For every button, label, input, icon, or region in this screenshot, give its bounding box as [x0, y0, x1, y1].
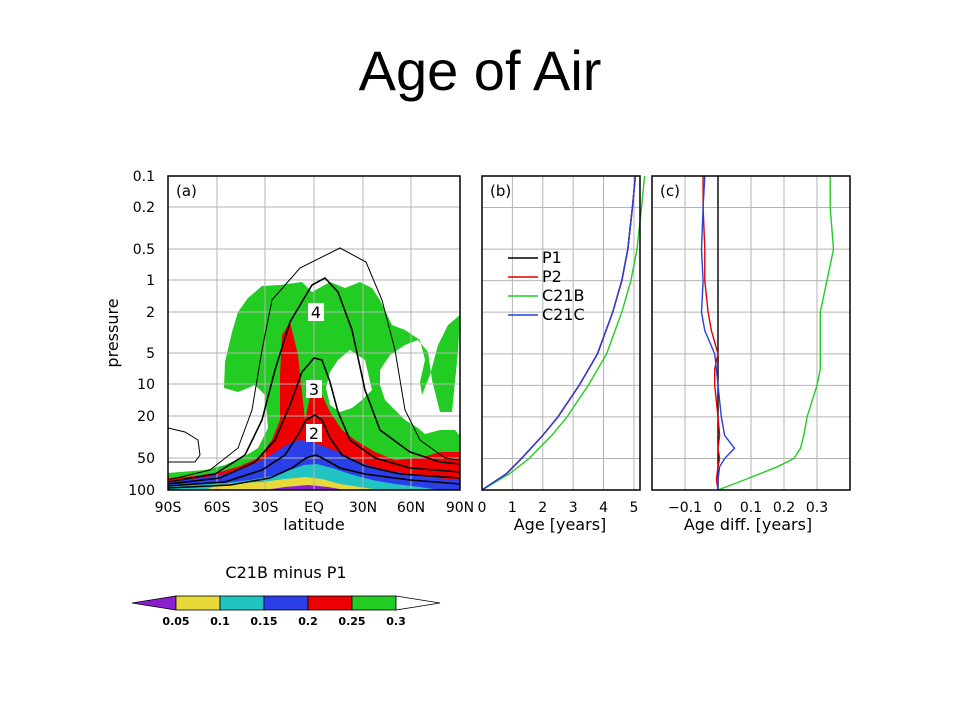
colorbar-swatch-green — [351, 595, 397, 611]
panel-c-frame — [651, 175, 851, 491]
colorbar-tick-label: 0.2 — [298, 615, 318, 628]
colorbar-swatch-blue — [263, 595, 309, 611]
colorbar-swatch-cyan — [219, 595, 265, 611]
series-line-c21c — [700, 175, 736, 490]
colorbar-swatch-yellow — [175, 595, 221, 611]
panel-b-label: (b) — [490, 182, 511, 200]
x-tick-label: 60N — [397, 500, 425, 516]
x-tick-label: 0.1 — [740, 500, 762, 516]
x-tick-label: 30N — [349, 500, 377, 516]
colorbar: C21B minus P1 0.05 0.1 0.15 0.2 0.25 0.3 — [131, 563, 441, 628]
y-tick-label: 2 — [146, 305, 155, 321]
contour-label-box-2 — [306, 424, 322, 442]
panel-c-label: (c) — [660, 182, 680, 200]
contour-line-5 — [168, 247, 460, 481]
panel-a-x-ticks: 90S 60S 30S EQ 30N 60N 90N — [155, 500, 475, 516]
x-tick-label: 0.3 — [806, 500, 828, 516]
region-0.05 — [265, 485, 345, 490]
contour-label-3: 3 — [309, 380, 319, 399]
x-tick-label: 0.2 — [773, 500, 795, 516]
panel-a-y-axis-label: pressure — [103, 298, 122, 367]
panel-b-frame — [481, 175, 641, 491]
colorbar-swatch-red — [307, 595, 353, 611]
series-line-c21b — [717, 176, 835, 491]
colorbar-tick-label: 0.15 — [250, 615, 277, 628]
x-tick-label: 1 — [508, 500, 517, 516]
series-line-p2 — [702, 176, 721, 491]
panel-c-lines — [700, 175, 835, 491]
y-tick-label: 20 — [137, 409, 155, 425]
y-tick-label: 100 — [128, 483, 155, 499]
y-tick-label: 10 — [137, 377, 155, 393]
colorbar-tick-label: 0.05 — [162, 615, 189, 628]
x-tick-label: EQ — [304, 500, 324, 516]
panel-a-label: (a) — [176, 182, 197, 200]
series-line-c21b — [481, 175, 646, 491]
y-tick-label: 1 — [146, 273, 155, 289]
region-0.1 — [205, 477, 380, 490]
contour-label-box-4 — [308, 303, 324, 321]
y-tick-label: 5 — [146, 346, 155, 362]
panel-a-contour-lines — [168, 247, 460, 489]
colorbar-tick-label: 0.25 — [338, 615, 365, 628]
contour-label-2: 2 — [309, 424, 319, 443]
colorbar-swatches — [131, 595, 441, 611]
contour-label-box-3 — [306, 380, 322, 398]
x-tick-label: 0 — [714, 500, 723, 516]
y-tick-label: 0.2 — [133, 200, 155, 216]
x-tick-label: −0.1 — [668, 500, 702, 516]
y-tick-label: 0.1 — [133, 169, 155, 185]
contour-line-2 — [168, 414, 460, 487]
x-tick-label: 5 — [629, 500, 638, 516]
panel-a: 4 3 2 (a) 0.1 0.2 0.5 1 2 5 10 20 50 100… — [103, 169, 474, 534]
contour-line-3 — [168, 357, 460, 485]
panel-a-x-axis-label: latitude — [283, 515, 344, 534]
contour-line-1 — [168, 454, 460, 489]
x-tick-label: 90N — [446, 500, 474, 516]
legend-label: P1 — [542, 248, 562, 267]
x-tick-label: 0 — [478, 500, 487, 516]
x-tick-label: 4 — [599, 500, 608, 516]
contour-line-4 — [168, 277, 460, 483]
panel-c: (c) −0.1 0 0.1 0.2 0.3 Age diff. [years] — [651, 175, 851, 534]
colorbar-tick-label: 0.3 — [386, 615, 406, 628]
legend-label: P2 — [542, 267, 562, 286]
x-tick-label: 3 — [569, 500, 578, 516]
x-tick-label: 2 — [538, 500, 547, 516]
panel-a-y-ticks: 0.1 0.2 0.5 1 2 5 10 20 50 100 — [128, 169, 155, 499]
panel-c-x-axis-label: Age diff. [years] — [684, 515, 812, 534]
panel-a-frame — [167, 175, 461, 491]
legend-label: C21C — [542, 305, 585, 324]
colorbar-tick-label: 0.1 — [210, 615, 230, 628]
slide-title: Age of Air — [358, 39, 602, 102]
panel-b-lines — [481, 175, 646, 491]
x-tick-label: 60S — [204, 500, 231, 516]
colorbar-title: C21B minus P1 — [225, 563, 346, 582]
y-tick-label: 0.5 — [133, 242, 155, 258]
x-tick-label: 30S — [252, 500, 279, 516]
y-tick-label: 50 — [137, 451, 155, 467]
panel-b-background — [482, 176, 640, 490]
x-tick-label: 90S — [155, 500, 182, 516]
panel-b-x-ticks: 0 1 2 3 4 5 — [478, 500, 639, 516]
series-line-c21c — [481, 175, 637, 491]
colorbar-swatch-white — [395, 595, 441, 611]
panel-c-x-ticks: −0.1 0 0.1 0.2 0.3 — [668, 500, 828, 516]
contour-label-4: 4 — [311, 303, 321, 322]
contour-line-outer — [168, 427, 201, 463]
colorbar-ticks: 0.05 0.1 0.15 0.2 0.25 0.3 — [162, 615, 405, 628]
colorbar-swatch-purple — [131, 595, 177, 611]
legend-label: C21B — [542, 286, 585, 305]
panel-b-x-axis-label: Age [years] — [514, 515, 607, 534]
